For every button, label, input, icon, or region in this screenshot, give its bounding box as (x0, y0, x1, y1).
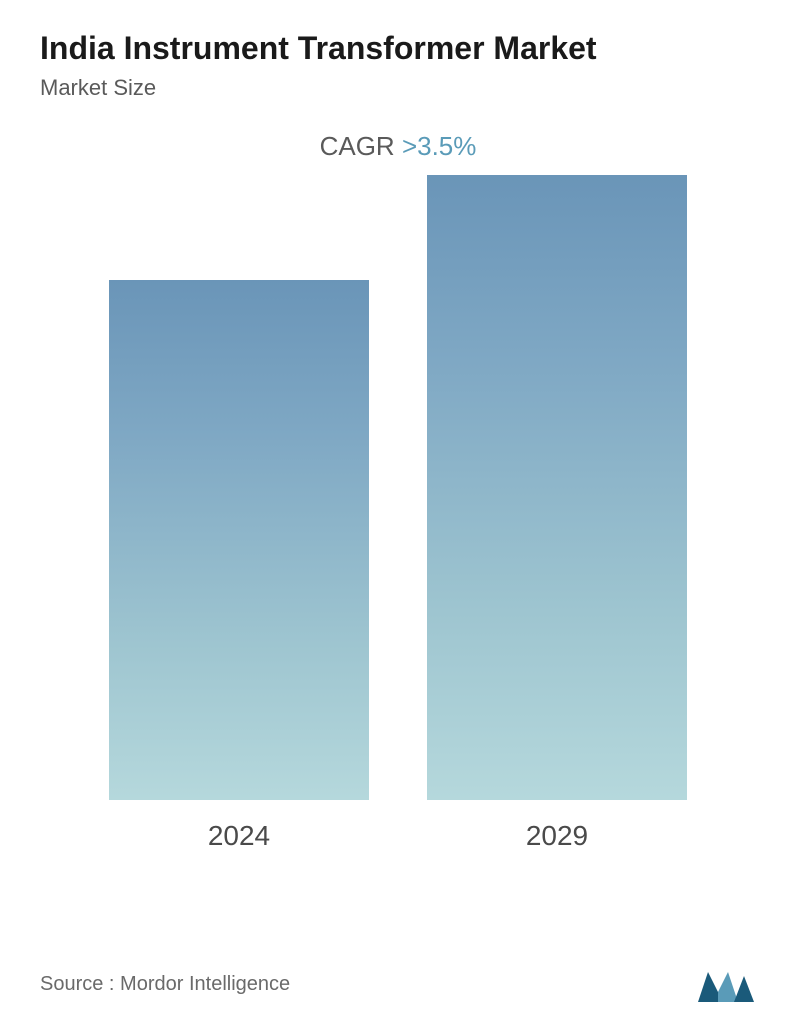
bar-2029 (427, 175, 687, 800)
bar-group: 2029 (427, 175, 687, 852)
cagr-value: 3.5% (417, 131, 476, 161)
page-title: India Instrument Transformer Market (40, 30, 756, 67)
cagr-display: CAGR >3.5% (40, 131, 756, 162)
mordor-logo-icon (696, 964, 756, 1004)
bar-group: 2024 (109, 280, 369, 852)
source-text: Source : Mordor Intelligence (40, 973, 290, 996)
bar-label: 2029 (526, 820, 588, 852)
bar-chart: 2024 2029 (40, 212, 756, 852)
source-name: Mordor Intelligence (120, 973, 290, 995)
bar-label: 2024 (208, 820, 270, 852)
page-subtitle: Market Size (40, 75, 756, 101)
source-label: Source : (40, 973, 120, 995)
footer: Source : Mordor Intelligence (40, 964, 756, 1004)
cagr-operator: > (402, 131, 417, 161)
cagr-label: CAGR (320, 131, 402, 161)
bar-2024 (109, 280, 369, 800)
